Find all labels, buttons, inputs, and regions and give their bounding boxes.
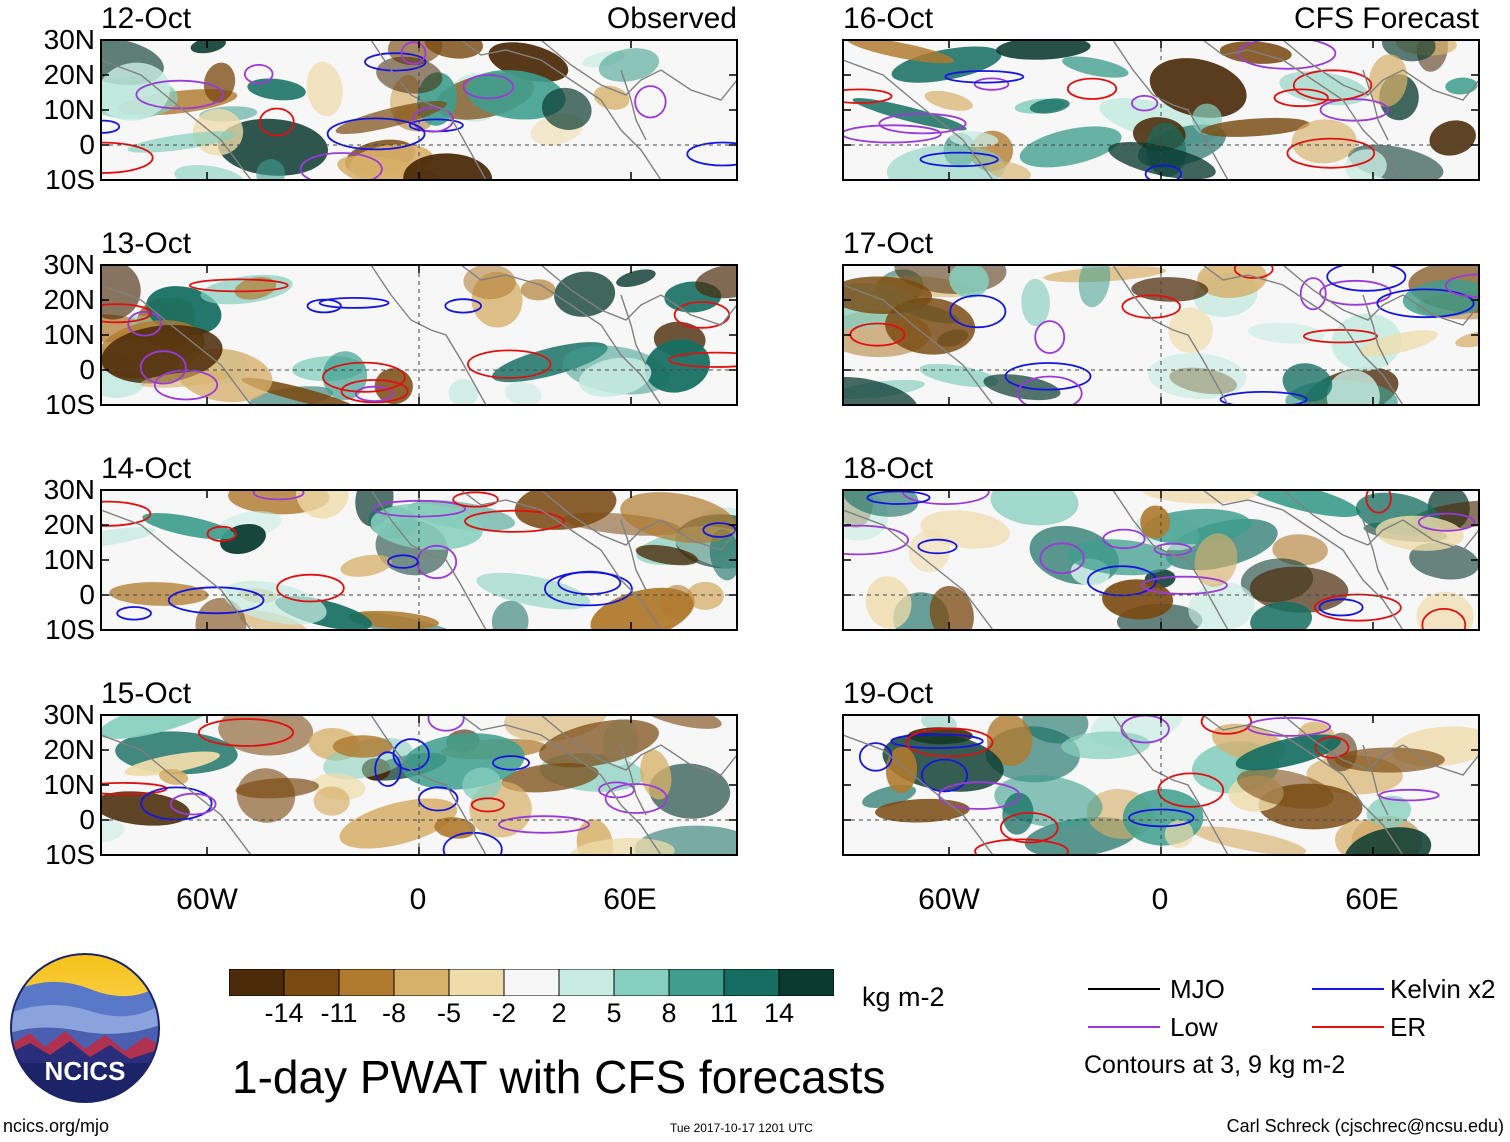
colorbar-swatch [229, 969, 285, 996]
colorbar-tick-label: 8 [661, 998, 677, 1028]
colorbar-swatch [448, 969, 505, 996]
colorbar-swatch [668, 969, 725, 996]
legend-label-mjo: MJO [1170, 974, 1225, 1004]
map-panel-observed-3: 14-Oct 30N 20N 10N 0 10S [44, 454, 738, 644]
lat-label: 10N [43, 544, 95, 575]
panel-date-label: 15-Oct [101, 677, 192, 710]
colorbar-swatch [723, 969, 780, 996]
colorbar-tick-label: 5 [606, 998, 622, 1028]
lat-label: 30N [43, 249, 95, 280]
legend-line-mjo [1088, 988, 1160, 990]
colorbar-tick-label: -11 [320, 998, 358, 1028]
colorbar-swatch [778, 969, 834, 996]
main-title: 1-day PWAT with CFS forecasts [232, 1051, 886, 1103]
map-panel-observed-4: 15-Oct 30N 20N 10N 0 10S [44, 679, 738, 869]
footer-credit: Carl Schreck (cjschrec@ncsu.edu) [1226, 1116, 1504, 1136]
pwat-map [842, 714, 1480, 856]
pwat-map [100, 714, 738, 856]
legend-line-er [1312, 1026, 1384, 1028]
lon-label-60e-right: 60E [1345, 883, 1399, 916]
legend-label-kelvin: Kelvin x2 [1390, 974, 1496, 1004]
footer-site[interactable]: ncics.org/mjo [3, 1116, 110, 1136]
panel-date-label: 14-Oct [101, 452, 192, 485]
colorbar-swatch [613, 969, 670, 996]
lat-label: 10S [45, 164, 95, 195]
colorbar-tick-label: -5 [436, 998, 461, 1028]
legend-line-kelvin [1312, 988, 1384, 990]
lon-label-0-left: 0 [409, 883, 427, 916]
colorbar-swatch [503, 969, 560, 996]
panel-date-label: 13-Oct [101, 227, 192, 260]
panel-date-label: 17-Oct [843, 227, 934, 260]
footer-timestamp: Tue 2017-10-17 1201 UTC [670, 1121, 813, 1135]
colorbar-swatch [558, 969, 615, 996]
lat-label: 10S [45, 614, 95, 645]
map-panel-forecast-3: 18-Oct [842, 454, 1480, 631]
panel-date-label: 18-Oct [843, 452, 934, 485]
lat-label: 20N [43, 59, 95, 90]
colorbar-swatch [283, 969, 340, 996]
colorbar-tick-label: 14 [763, 998, 795, 1028]
lat-label: 10N [43, 769, 95, 800]
lat-label: 10S [45, 389, 95, 420]
pwat-map [100, 39, 738, 181]
lon-label-60w-left: 60W [176, 883, 238, 916]
lat-label: 20N [43, 284, 95, 315]
lat-label: 20N [43, 734, 95, 765]
colorbar-tick-label: -8 [381, 998, 406, 1028]
panel-corner-title: Observed [606, 2, 737, 35]
map-panel-observed-1: 12-Oct Observed 30N 20N 10N 0 10S [44, 4, 738, 194]
colorbar-swatch [393, 969, 450, 996]
legend-line-low [1088, 1026, 1160, 1028]
colorbar-tick-label: 2 [551, 998, 567, 1028]
colorbar-tick-label: -2 [491, 998, 516, 1028]
legend-label-er: ER [1390, 1012, 1427, 1042]
map-panel-forecast-2: 17-Oct [842, 229, 1480, 406]
colorbar-tick-label: 11 [709, 998, 739, 1028]
legend-note: Contours at 3, 9 kg m-2 [1084, 1051, 1346, 1079]
pwat-map [842, 39, 1480, 181]
map-panel-forecast-1: 16-Oct CFS Forecast [842, 4, 1480, 181]
lat-label: 10N [43, 94, 95, 125]
ncics-logo: NCICS [10, 953, 160, 1103]
lat-label: 10N [43, 319, 95, 350]
colorbar-swatch [338, 969, 395, 996]
lat-label: 20N [43, 509, 95, 540]
lat-label: 10S [45, 839, 95, 870]
panel-date-label: 16-Oct [843, 2, 934, 35]
lon-label-60w-right: 60W [918, 883, 980, 916]
pwat-map [842, 489, 1480, 631]
pwat-map [100, 264, 738, 406]
lat-label: 0 [79, 579, 95, 610]
panel-date-label: 19-Oct [843, 677, 934, 710]
lon-label-60e-left: 60E [603, 883, 657, 916]
pwat-map [100, 489, 738, 631]
lon-label-0-right: 0 [1151, 883, 1169, 916]
colorbar-swatches [229, 969, 834, 996]
lat-label: 0 [79, 804, 95, 835]
panel-corner-title: CFS Forecast [1293, 2, 1479, 35]
colorbar-tick-label: -14 [264, 998, 304, 1028]
pwat-map [842, 264, 1480, 406]
lat-label: 0 [79, 354, 95, 385]
lat-label: 30N [43, 699, 95, 730]
panel-date-label: 12-Oct [101, 2, 192, 35]
legend-label-low: Low [1170, 1012, 1218, 1042]
lat-label: 30N [43, 474, 95, 505]
colorbar-units: kg m-2 [862, 982, 945, 1012]
map-panel-forecast-4: 19-Oct [842, 679, 1480, 856]
lat-label: 30N [43, 24, 95, 55]
logo-text: NCICS [45, 1056, 126, 1086]
map-panel-observed-2: 13-Oct 30N 20N 10N 0 10S [44, 229, 738, 419]
lat-label: 0 [79, 129, 95, 160]
